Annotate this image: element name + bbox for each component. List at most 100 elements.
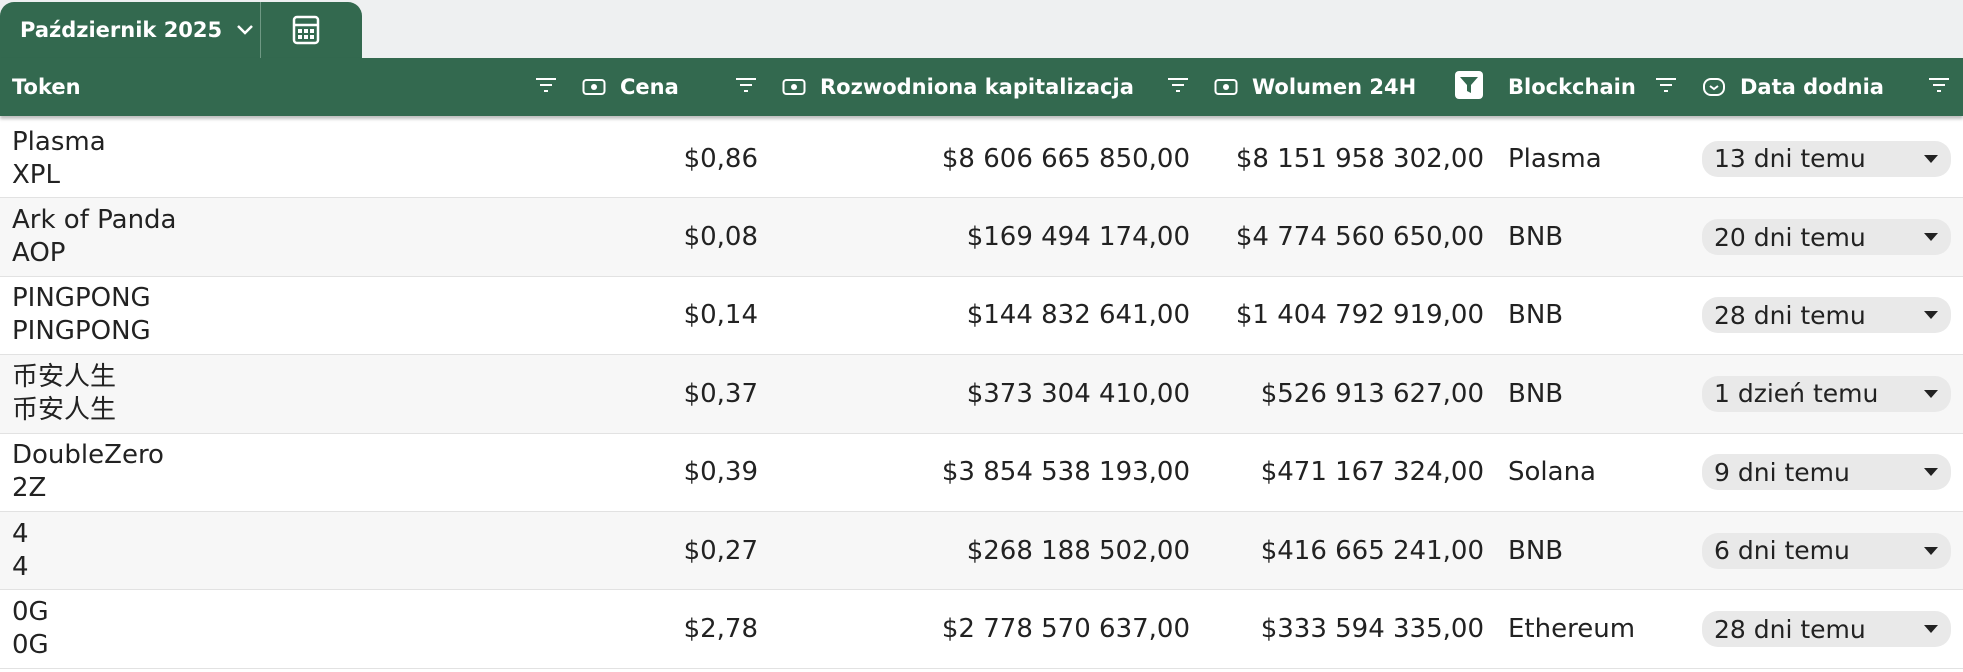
price: $0,08 xyxy=(683,222,758,253)
filter-icon[interactable] xyxy=(734,76,758,94)
date-dropdown[interactable]: 6 dni temu xyxy=(1702,532,1951,569)
table-row: DoubleZero 2Z $0,39 $3 854 538 193,00 $471 1… xyxy=(0,434,1963,512)
blockchain: Solana xyxy=(1508,457,1596,488)
diluted-cap: $268 188 502,00 xyxy=(966,535,1190,566)
price: $0,86 xyxy=(683,143,758,174)
column-label: Data dodnia xyxy=(1740,75,1884,99)
date-cell: 28 dni temu xyxy=(1690,590,1963,667)
diluted-cap-cell: $3 854 538 193,00 xyxy=(770,434,1202,511)
dropdown-arrow xyxy=(1924,311,1938,320)
date-dropdown[interactable]: 28 dni temu xyxy=(1702,611,1951,648)
volume-cell: $1 404 792 919,00 xyxy=(1202,277,1496,354)
dropdown-arrow xyxy=(1924,546,1938,555)
token-cell: Plasma XPL xyxy=(0,120,570,197)
filter-wrap xyxy=(1654,75,1678,99)
blockchain-cell: BNB xyxy=(1496,277,1690,354)
blockchain: BNB xyxy=(1508,378,1564,409)
sheet-tab[interactable]: Październik 2025 xyxy=(0,2,362,58)
column-label: Cena xyxy=(620,75,679,99)
blockchain: BNB xyxy=(1508,300,1564,331)
token-cell: 币安人生 币安人生 xyxy=(0,355,570,432)
volume-cell: $526 913 627,00 xyxy=(1202,355,1496,432)
column-header[interactable]: Token xyxy=(0,58,570,116)
filter-icon[interactable] xyxy=(534,76,558,94)
blockchain-cell: Ethereum xyxy=(1496,590,1690,667)
date-cell: 6 dni temu xyxy=(1690,512,1963,589)
dropdown-arrow xyxy=(1924,233,1938,242)
filter-icon[interactable] xyxy=(1166,76,1190,94)
token-symbol: 币安人生 xyxy=(12,394,117,425)
price-cell: $2,78 xyxy=(570,590,770,667)
date-dropdown[interactable]: 1 dzień temu xyxy=(1702,375,1951,412)
dropdown-arrow xyxy=(1924,468,1938,477)
date-dropdown[interactable]: 13 dni temu xyxy=(1702,140,1951,177)
table-row: 4 4 $0,27 $268 188 502,00 $416 665 241,00 BNB… xyxy=(0,511,1963,591)
column-header[interactable]: Rozwodniona kapitalizacja xyxy=(770,58,1202,116)
token-cell: Ark of Panda AOP xyxy=(0,198,570,275)
price-cell: $0,14 xyxy=(570,277,770,354)
token-name: 0G xyxy=(12,597,49,628)
token-symbol: AOP xyxy=(12,238,66,269)
token-name: Plasma xyxy=(12,126,106,157)
date-added: 13 dni temu xyxy=(1714,144,1866,174)
date-added: 20 dni temu xyxy=(1714,222,1866,252)
token-name: PINGPONG xyxy=(12,283,151,314)
blockchain-cell: Plasma xyxy=(1496,120,1690,197)
token-name: DoubleZero xyxy=(12,440,164,471)
diluted-cap-cell: $8 606 665 850,00 xyxy=(770,120,1202,197)
blockchain: BNB xyxy=(1508,222,1564,253)
volume-cell: $333 594 335,00 xyxy=(1202,590,1496,667)
token-cell: DoubleZero 2Z xyxy=(0,434,570,511)
calendar-icon[interactable] xyxy=(261,2,351,58)
filter-icon[interactable] xyxy=(1654,76,1678,94)
table-row: Ark of Panda AOP $0,08 $169 494 174,00 $4 77… xyxy=(0,198,1963,277)
column-header[interactable]: Data dodnia xyxy=(1690,58,1963,116)
token-name: Ark of Panda xyxy=(12,205,177,236)
token-symbol: 2Z xyxy=(12,473,47,504)
filter-wrap xyxy=(534,75,558,99)
date-icon xyxy=(1703,78,1725,96)
blockchain: Ethereum xyxy=(1508,614,1636,645)
blockchain: Plasma xyxy=(1508,143,1602,174)
diluted-cap-cell: $373 304 410,00 xyxy=(770,355,1202,432)
table-row: PINGPONG PINGPONG $0,14 $144 832 641,00 $1 4… xyxy=(0,277,1963,356)
price: $0,14 xyxy=(683,300,758,331)
diluted-cap: $144 832 641,00 xyxy=(966,300,1190,331)
tab-label: Październik 2025 xyxy=(20,18,223,42)
volume: $416 665 241,00 xyxy=(1260,535,1484,566)
date-added: 28 dni temu xyxy=(1714,300,1866,330)
date-dropdown[interactable]: 20 dni temu xyxy=(1702,219,1951,256)
token-cell: PINGPONG PINGPONG xyxy=(0,277,570,354)
blockchain-cell: BNB xyxy=(1496,355,1690,432)
volume: $471 167 324,00 xyxy=(1260,457,1484,488)
price-cell: $0,86 xyxy=(570,120,770,197)
money-icon xyxy=(782,79,806,95)
column-header[interactable]: Cena xyxy=(570,58,770,116)
column-header[interactable]: Blockchain xyxy=(1496,58,1690,116)
date-dropdown[interactable]: 28 dni temu xyxy=(1702,297,1951,334)
diluted-cap-cell: $268 188 502,00 xyxy=(770,512,1202,589)
money-icon xyxy=(582,79,606,95)
diluted-cap-cell: $2 778 570 637,00 xyxy=(770,590,1202,667)
separator xyxy=(260,2,261,58)
price: $2,78 xyxy=(683,614,758,645)
filter-wrap xyxy=(1454,70,1484,105)
token-name: 币安人生 xyxy=(12,361,117,392)
date-cell: 9 dni temu xyxy=(1690,434,1963,511)
date-dropdown[interactable]: 9 dni temu xyxy=(1702,454,1951,491)
dropdown-arrow xyxy=(1924,389,1938,398)
table-body: Plasma XPL $0,86 $8 606 665 850,00 $8 151 95… xyxy=(0,120,1963,669)
volume: $526 913 627,00 xyxy=(1260,378,1484,409)
dropdown-arrow xyxy=(1924,625,1938,634)
diluted-cap: $2 778 570 637,00 xyxy=(941,614,1190,645)
column-header[interactable]: Wolumen 24H xyxy=(1202,58,1496,116)
volume-cell: $4 774 560 650,00 xyxy=(1202,198,1496,275)
filter-icon[interactable] xyxy=(1927,76,1951,94)
filter-wrap xyxy=(1927,75,1951,99)
diluted-cap: $169 494 174,00 xyxy=(966,222,1190,253)
date-cell: 28 dni temu xyxy=(1690,277,1963,354)
blockchain-cell: BNB xyxy=(1496,512,1690,589)
blockchain: BNB xyxy=(1508,535,1564,566)
active-filter-icon[interactable] xyxy=(1454,70,1484,100)
